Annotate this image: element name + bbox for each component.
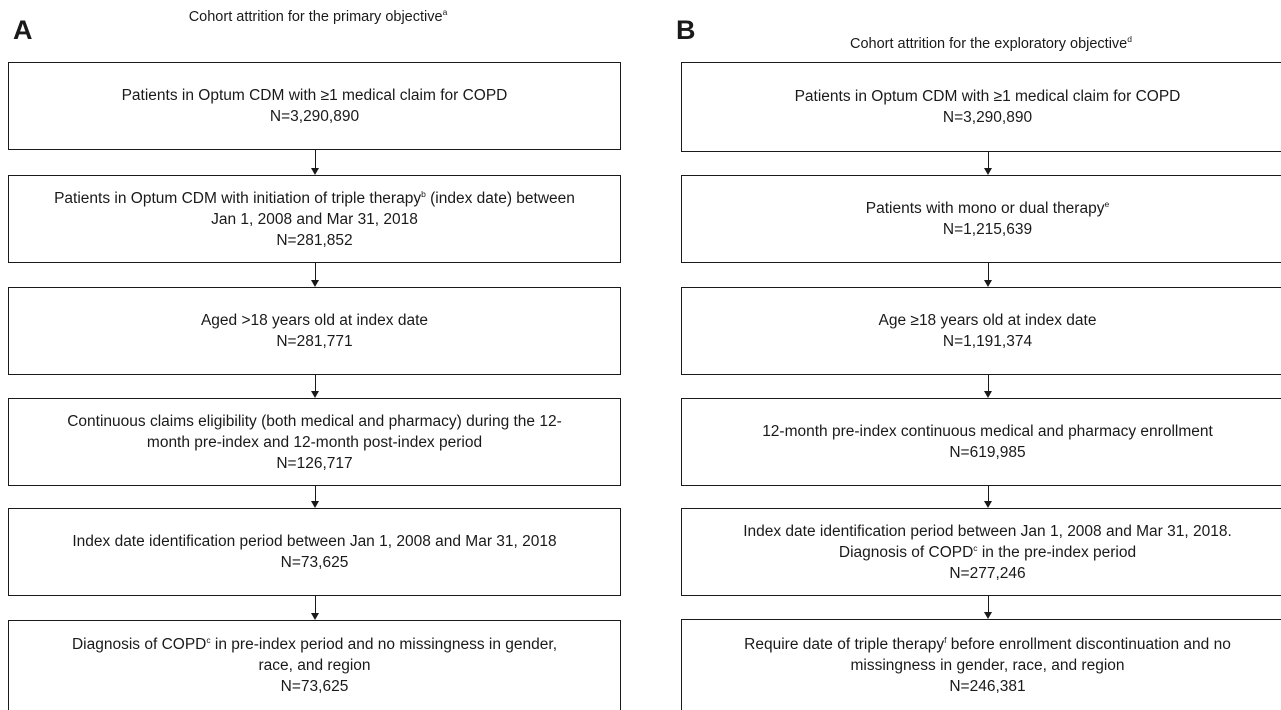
panel-b-step-5-box: Index date identification period between… [681, 508, 1281, 596]
footnote-b-marker: b [421, 188, 426, 199]
panel-b-step-4-box: 12-month pre-index continuous medical an… [681, 398, 1281, 486]
step-description-line: Require date of triple therapyf before e… [744, 634, 1231, 655]
patient-count: N=246,381 [949, 676, 1025, 697]
flow-arrow-down-icon [310, 263, 320, 287]
panel-a-title-text: Cohort attrition for the primary objecti… [188, 9, 443, 25]
line-text: Jan 1, 2008 and Mar 31, 2018 [211, 210, 418, 228]
line-text: Diagnosis of COPD [71, 636, 207, 653]
line-text: N=73,625 [280, 554, 349, 571]
step-description-line: Diagnosis of COPDc in pre-index period a… [72, 634, 557, 655]
line-text: Require date of triple therapy [744, 635, 945, 653]
panel-b-step-6-box: Require date of triple therapyf before e… [681, 619, 1281, 710]
panel-a-title: Cohort attrition for the primary objecti… [163, 7, 473, 25]
flow-arrow-down-icon [310, 596, 320, 620]
flow-arrow-down-icon [983, 486, 993, 508]
line-text-continued: before enrollment discontinuation and no [946, 635, 1231, 653]
flow-arrow-down-icon [983, 375, 993, 398]
line-text: Diagnosis of COPD [838, 543, 974, 561]
patient-count: N=3,290,890 [943, 107, 1032, 128]
line-text: N=277,246 [949, 564, 1026, 582]
line-text: N=246,381 [949, 677, 1026, 695]
line-text: Patients with mono or dual therapy [865, 200, 1105, 217]
step-description-line: Age ≥18 years old at index date [879, 310, 1097, 331]
line-text: N=1,191,374 [942, 333, 1033, 350]
footnote-a-marker: a [442, 7, 448, 17]
line-text: Aged >18 years old at index date [200, 312, 429, 329]
panel-letter-a: A [13, 15, 33, 45]
flow-arrow-down-icon [310, 486, 320, 508]
panel-letter-b: B [676, 15, 696, 45]
panel-a-step-3-box: Aged >18 years old at index date N=281,77… [8, 287, 621, 375]
patient-count: N=73,625 [281, 552, 349, 573]
line-text: Patients in Optum CDM with initiation of… [54, 189, 422, 207]
patient-count: N=281,771 [276, 331, 352, 352]
line-text: Index date identification period between… [743, 522, 1232, 540]
line-text: N=126,717 [276, 454, 353, 472]
line-text: Patients in Optum CDM with ≥1 medical cl… [794, 88, 1181, 105]
line-text-continued: in pre-index period and no missingness i… [210, 636, 558, 653]
step-description-line: missingness in gender, race, and region [851, 655, 1125, 676]
panel-b-title-text: Cohort attrition for the exploratory obj… [850, 36, 1128, 52]
line-text: N=619,985 [949, 444, 1026, 461]
line-text: Continuous claims eligibility (both medi… [67, 412, 562, 430]
flow-arrow-down-icon [983, 152, 993, 175]
flow-arrow-down-icon [310, 150, 320, 175]
panel-b-title: Cohort attrition for the exploratory obj… [826, 34, 1156, 52]
step-description-line: 12-month pre-index continuous medical an… [762, 421, 1213, 442]
patient-count: N=281,852 [276, 230, 352, 251]
panel-a-step-2-box: Patients in Optum CDM with initiation of… [8, 175, 621, 263]
line-text: N=3,290,890 [942, 109, 1033, 126]
step-description-line: Index date identification period between… [743, 521, 1232, 542]
flow-arrow-down-icon [983, 263, 993, 287]
line-text-continued: (index date) between [425, 189, 575, 207]
panel-a-step-6-box: Diagnosis of COPDc in pre-index period a… [8, 620, 621, 710]
panel-a-step-1-box: Patients in Optum CDM with ≥1 medical cl… [8, 62, 621, 150]
step-description-line: Patients in Optum CDM with ≥1 medical cl… [122, 85, 508, 106]
step-description-line: Diagnosis of COPDc in the pre-index peri… [839, 542, 1136, 563]
panel-b-step-1-box: Patients in Optum CDM with ≥1 medical cl… [681, 62, 1281, 152]
panel-b-step-3-box: Age ≥18 years old at index date N=1,191,3… [681, 287, 1281, 375]
step-description-line: Continuous claims eligibility (both medi… [67, 411, 562, 432]
step-description-line: Jan 1, 2008 and Mar 31, 2018 [211, 209, 418, 230]
footnote-c-marker: c [206, 635, 211, 645]
panel-b-step-2-box: Patients with mono or dual therapye N=1,2… [681, 175, 1281, 263]
line-text: month pre-index and 12-month post-index … [146, 433, 483, 451]
line-text: N=3,290,890 [269, 108, 360, 125]
line-text: Patients in Optum CDM with ≥1 medical cl… [121, 87, 508, 104]
panel-a-step-5-box: Index date identification period between… [8, 508, 621, 596]
line-text: Age ≥18 years old at index date [878, 312, 1097, 329]
patient-count: N=277,246 [949, 563, 1025, 584]
step-description-line: Index date identification period between… [72, 531, 556, 552]
step-description-line: race, and region [258, 655, 370, 676]
step-description-line: Patients in Optum CDM with ≥1 medical cl… [795, 86, 1181, 107]
line-text: N=73,625 [280, 678, 349, 695]
line-text: race, and region [258, 657, 371, 674]
patient-count: N=73,625 [281, 676, 349, 697]
line-text-continued: in the pre-index period [977, 543, 1137, 561]
patient-count: N=1,191,374 [943, 331, 1032, 352]
flow-arrow-down-icon [310, 375, 320, 398]
footnote-c-marker: c [973, 542, 978, 553]
patient-count: N=126,717 [276, 453, 352, 474]
patient-count: N=1,215,639 [943, 219, 1032, 240]
panel-a-step-4-box: Continuous claims eligibility (both medi… [8, 398, 621, 486]
line-text: N=281,771 [276, 333, 353, 350]
line-text: missingness in gender, race, and region [850, 656, 1125, 674]
footnote-d-marker: d [1127, 34, 1132, 44]
line-text: N=281,852 [276, 231, 353, 249]
line-text: N=1,215,639 [942, 221, 1033, 238]
flow-arrow-down-icon [983, 596, 993, 619]
footnote-e-marker: e [1104, 199, 1110, 209]
footnote-f-marker: f [944, 634, 947, 645]
step-description-line: Patients with mono or dual therapye [866, 198, 1109, 219]
step-description-line: Aged >18 years old at index date [201, 310, 428, 331]
line-text: Index date identification period between… [72, 533, 557, 550]
step-description-line: Patients in Optum CDM with initiation of… [54, 188, 575, 209]
patient-count: N=3,290,890 [270, 106, 359, 127]
patient-count: N=619,985 [949, 442, 1025, 463]
step-description-line: month pre-index and 12-month post-index … [147, 432, 482, 453]
line-text: 12-month pre-index continuous medical an… [762, 423, 1213, 440]
